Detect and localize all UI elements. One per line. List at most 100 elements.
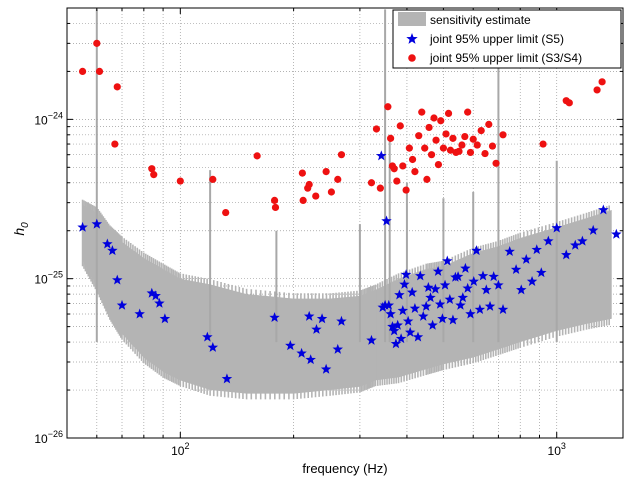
point-s5 [395, 333, 407, 344]
point-s5 [409, 302, 421, 313]
point-s5 [336, 315, 347, 326]
point-s3s4 [376, 184, 384, 192]
y-axis-label: h [11, 228, 27, 236]
point-s5 [577, 235, 588, 246]
point-s5 [425, 292, 436, 303]
y-tick-label: 10−25 [34, 270, 63, 287]
point-s3s4 [148, 165, 156, 173]
point-s5 [460, 262, 471, 273]
point-s5 [150, 290, 161, 301]
point-s3s4 [499, 131, 507, 139]
point-s3s4 [367, 179, 376, 187]
point-s3s4 [446, 146, 455, 154]
point-s3s4 [565, 99, 573, 107]
point-s5 [423, 282, 434, 292]
legend-label-sensitivity: sensitivity estimate [430, 13, 531, 27]
point-s5 [207, 341, 219, 352]
point-s5 [296, 347, 307, 358]
point-s5 [402, 315, 414, 326]
point-s5 [388, 325, 400, 336]
point-s5 [570, 239, 581, 250]
point-s3s4 [415, 132, 423, 140]
point-s5 [439, 279, 451, 290]
point-s3s4 [434, 161, 443, 169]
point-s5 [285, 340, 296, 351]
point-s5 [427, 319, 438, 330]
point-s3s4 [150, 171, 158, 179]
point-s3s4 [327, 188, 336, 196]
legend-swatch-sensitivity [398, 12, 426, 26]
series-s5 [77, 150, 622, 384]
point-s3s4 [442, 130, 450, 138]
point-s3s4 [271, 203, 280, 212]
point-s5 [447, 314, 459, 325]
point-s3s4 [485, 120, 493, 128]
point-s5 [598, 204, 609, 215]
point-s5 [457, 292, 469, 303]
point-s5 [77, 221, 88, 232]
point-s3s4 [444, 109, 453, 117]
point-s5 [516, 284, 527, 295]
point-s5 [392, 319, 403, 330]
point-s3s4 [387, 134, 395, 142]
point-s3s4 [421, 144, 429, 152]
point-s5 [442, 255, 453, 266]
point-s5 [474, 304, 486, 315]
point-s3s4 [372, 125, 381, 133]
legend-box [392, 9, 622, 69]
point-s3s4 [402, 186, 410, 194]
point-s3s4 [418, 108, 426, 116]
point-s3s4 [430, 114, 438, 122]
legend-label-s3s4: joint 95% upper limit (S3/S4) [429, 51, 582, 65]
point-s3s4 [384, 103, 392, 111]
point-s5 [390, 338, 402, 349]
point-s5 [385, 308, 396, 319]
point-s5 [521, 253, 532, 264]
point-s5 [406, 286, 418, 297]
point-s5 [551, 222, 562, 233]
legend-marker-s5 [406, 33, 418, 44]
point-s5 [397, 305, 409, 316]
point-s5 [381, 215, 392, 226]
point-s5 [430, 283, 441, 294]
point-s3s4 [113, 83, 121, 91]
point-s5 [536, 267, 547, 278]
point-s5 [455, 299, 466, 310]
point-s5 [434, 298, 446, 309]
point-s3s4 [488, 142, 497, 150]
point-s3s4 [408, 155, 417, 164]
point-s5 [146, 287, 158, 298]
y-axis-label-group: h0 [11, 222, 31, 236]
point-s5 [504, 246, 515, 256]
point-s3s4 [423, 175, 431, 183]
point-s3s4 [455, 147, 463, 155]
point-s5 [510, 264, 522, 275]
plot-frame [66, 7, 624, 439]
point-s5 [107, 245, 118, 256]
point-s5 [531, 244, 542, 255]
point-s5 [404, 326, 416, 337]
point-s3s4 [393, 177, 401, 185]
point-s5 [399, 278, 410, 289]
x-tick-label: 103 [548, 441, 566, 458]
point-s5 [102, 238, 113, 249]
point-s5 [497, 304, 509, 315]
point-s5 [320, 363, 332, 374]
point-s5 [376, 150, 387, 161]
x-axis-label: frequency (Hz) [302, 461, 387, 476]
point-s5 [444, 294, 456, 304]
point-s5 [452, 271, 464, 282]
legend-star-shape [406, 33, 418, 44]
point-s5 [462, 282, 473, 293]
point-s3s4 [439, 144, 448, 152]
point-s5 [91, 218, 103, 229]
point-s5 [311, 323, 322, 334]
point-s3s4 [405, 144, 413, 152]
svg-text:h0: h0 [11, 222, 31, 236]
point-s3s4 [390, 165, 398, 173]
point-s3s4 [299, 196, 307, 204]
point-s3s4 [481, 149, 489, 158]
point-s5 [477, 270, 489, 281]
point-s5 [415, 270, 426, 281]
point-s5 [543, 235, 554, 246]
